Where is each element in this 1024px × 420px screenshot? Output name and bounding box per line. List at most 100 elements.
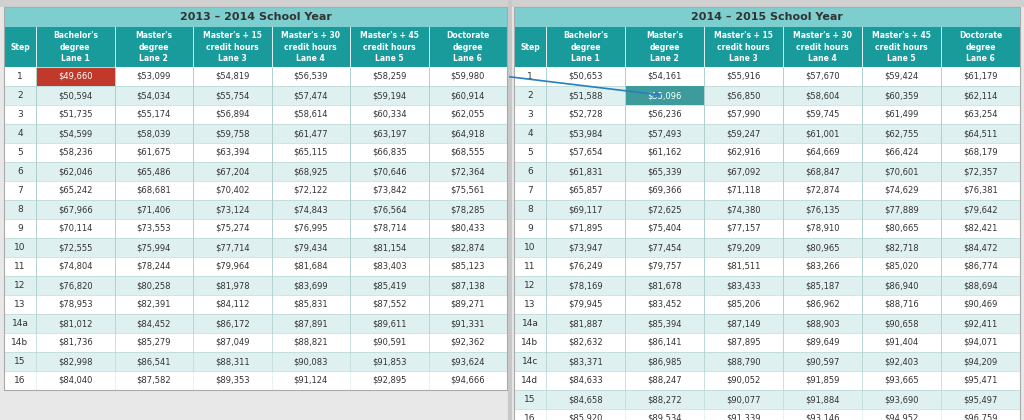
Text: 10: 10 [14, 243, 26, 252]
Text: $76,995: $76,995 [294, 224, 328, 233]
Text: $55,174: $55,174 [136, 110, 171, 119]
Text: $70,114: $70,114 [58, 224, 92, 233]
Bar [514, 143, 1020, 162]
Text: $77,157: $77,157 [726, 224, 761, 233]
Bar [4, 105, 507, 124]
Text: $62,755: $62,755 [885, 129, 919, 138]
Text: 14c: 14c [522, 357, 539, 366]
Text: $81,684: $81,684 [294, 262, 328, 271]
Text: $65,486: $65,486 [136, 167, 171, 176]
Text: $82,998: $82,998 [58, 357, 92, 366]
Bar [783, 27, 862, 67]
Text: 7: 7 [17, 186, 23, 195]
Text: $81,678: $81,678 [647, 281, 682, 290]
Bar [546, 27, 625, 67]
Text: $69,366: $69,366 [647, 186, 682, 195]
Text: $86,541: $86,541 [136, 357, 171, 366]
Text: $83,433: $83,433 [726, 281, 761, 290]
Text: $81,511: $81,511 [726, 262, 761, 271]
Bar [350, 27, 428, 67]
Bar [514, 295, 1020, 314]
Bar [115, 27, 193, 67]
Text: $50,594: $50,594 [58, 91, 92, 100]
Text: $83,452: $83,452 [647, 300, 682, 309]
Text: $72,122: $72,122 [294, 186, 328, 195]
Text: $92,362: $92,362 [451, 338, 485, 347]
Text: $74,843: $74,843 [294, 205, 328, 214]
Text: $62,114: $62,114 [964, 91, 997, 100]
Text: Step: Step [520, 42, 540, 52]
Text: $58,604: $58,604 [805, 91, 840, 100]
Bar [514, 276, 1020, 295]
Text: $73,842: $73,842 [372, 186, 407, 195]
Text: $61,831: $61,831 [568, 167, 603, 176]
Text: $57,654: $57,654 [568, 148, 603, 157]
Text: $61,675: $61,675 [136, 148, 171, 157]
Text: $94,209: $94,209 [964, 357, 997, 366]
Bar [4, 238, 507, 257]
Text: $57,493: $57,493 [647, 129, 682, 138]
Text: 8: 8 [527, 205, 532, 214]
Bar [193, 27, 271, 67]
Text: $60,334: $60,334 [372, 110, 407, 119]
Text: 3: 3 [527, 110, 532, 119]
Text: $52,728: $52,728 [568, 110, 603, 119]
Text: 2013 – 2014 School Year: 2013 – 2014 School Year [179, 12, 332, 22]
Text: $67,092: $67,092 [726, 167, 761, 176]
Bar [4, 143, 507, 162]
Text: $93,690: $93,690 [885, 395, 919, 404]
Text: 1: 1 [17, 72, 23, 81]
Text: 11: 11 [14, 262, 26, 271]
Text: $54,819: $54,819 [215, 72, 250, 81]
Text: $70,646: $70,646 [372, 167, 407, 176]
Text: $60,359: $60,359 [885, 91, 919, 100]
Text: 3: 3 [17, 110, 23, 119]
Text: 14a: 14a [521, 319, 539, 328]
Bar [514, 162, 1020, 181]
Text: Master's + 45
credit hours
Lane 5: Master's + 45 credit hours Lane 5 [872, 32, 931, 63]
Text: $92,403: $92,403 [885, 357, 919, 366]
Text: $76,381: $76,381 [964, 186, 997, 195]
Text: $64,669: $64,669 [805, 148, 840, 157]
Text: $61,162: $61,162 [647, 148, 682, 157]
Text: 11: 11 [524, 262, 536, 271]
Text: $73,124: $73,124 [215, 205, 250, 214]
Text: Bachelor's
degree
Lane 1: Bachelor's degree Lane 1 [563, 32, 608, 63]
Text: $65,242: $65,242 [58, 186, 92, 195]
Text: 12: 12 [524, 281, 536, 290]
Text: $84,658: $84,658 [568, 395, 603, 404]
Text: $72,357: $72,357 [964, 167, 997, 176]
Text: $91,339: $91,339 [726, 414, 761, 420]
Text: Master's + 45
credit hours
Lane 5: Master's + 45 credit hours Lane 5 [359, 32, 419, 63]
Text: $73,947: $73,947 [568, 243, 603, 252]
Bar [4, 124, 507, 143]
Text: $89,271: $89,271 [451, 300, 485, 309]
Bar [705, 27, 783, 67]
Bar [4, 27, 36, 67]
Text: $59,745: $59,745 [805, 110, 840, 119]
Text: $63,197: $63,197 [372, 129, 407, 138]
Text: $56,539: $56,539 [294, 72, 328, 81]
Text: $65,339: $65,339 [647, 167, 682, 176]
Text: $65,115: $65,115 [294, 148, 328, 157]
Bar [4, 7, 507, 390]
Bar [514, 409, 1020, 420]
Text: $54,161: $54,161 [647, 72, 682, 81]
Text: $85,187: $85,187 [805, 281, 840, 290]
Text: 14d: 14d [521, 376, 539, 385]
Text: $83,266: $83,266 [805, 262, 840, 271]
Text: $78,285: $78,285 [451, 205, 485, 214]
Text: $63,254: $63,254 [964, 110, 997, 119]
Text: $94,071: $94,071 [964, 338, 997, 347]
Text: $67,204: $67,204 [215, 167, 250, 176]
Text: 1: 1 [527, 72, 532, 81]
Text: $51,588: $51,588 [568, 91, 603, 100]
Text: $74,629: $74,629 [885, 186, 919, 195]
Bar [4, 181, 507, 200]
Text: $78,244: $78,244 [136, 262, 171, 271]
Text: $68,555: $68,555 [451, 148, 485, 157]
Text: $82,421: $82,421 [964, 224, 997, 233]
Text: $75,994: $75,994 [136, 243, 171, 252]
Text: $69,117: $69,117 [568, 205, 603, 214]
Text: $87,891: $87,891 [294, 319, 328, 328]
